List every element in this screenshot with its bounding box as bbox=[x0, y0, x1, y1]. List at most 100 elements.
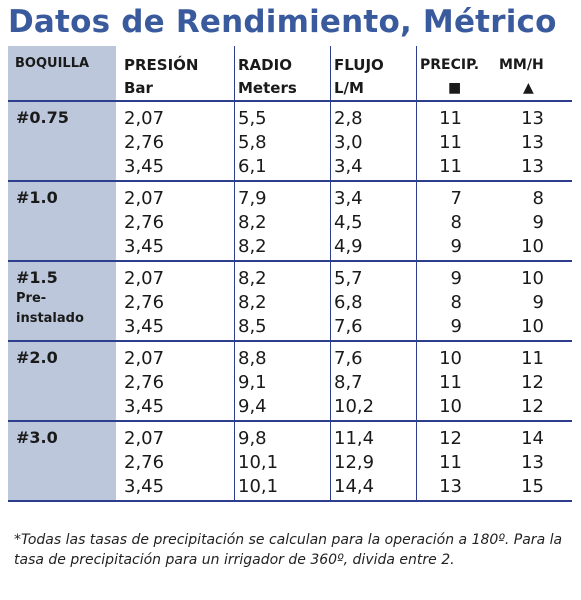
flujo-value: 14,4 bbox=[334, 476, 375, 497]
precip-triangle-value: 12 bbox=[521, 396, 544, 417]
presion-value: 2,07 bbox=[124, 268, 165, 289]
radio-value: 8,2 bbox=[238, 292, 267, 313]
footnote: *Todas las tasas de precipitación se cal… bbox=[14, 532, 563, 568]
header-radio-unit: Meters bbox=[238, 79, 297, 97]
precip-triangle-value: 9 bbox=[532, 212, 544, 233]
precip-square-value: 11 bbox=[439, 156, 462, 177]
column-divider bbox=[234, 182, 235, 260]
column-divider bbox=[416, 262, 417, 340]
presion-value: 2,76 bbox=[124, 372, 165, 393]
nozzle-size: #1.0 bbox=[16, 188, 58, 207]
nozzle-cell: #3.0 bbox=[8, 422, 116, 500]
column-divider bbox=[416, 46, 417, 100]
presion-value: 2,76 bbox=[124, 212, 165, 233]
precip-square-value: 10 bbox=[439, 348, 462, 369]
performance-table: BOQUILLA PRESIÓN Bar RADIO Meters FLUJO … bbox=[8, 46, 572, 502]
nozzle-group: #1.0 2,07 7,9 3,4 7 8 2,76 8,2 4,5 8 9 3… bbox=[8, 182, 572, 262]
precip-square-value: 9 bbox=[450, 316, 462, 337]
precip-square-value: 11 bbox=[439, 132, 462, 153]
precip-triangle-value: 10 bbox=[521, 236, 544, 257]
flujo-value: 5,7 bbox=[334, 268, 363, 289]
radio-value: 8,8 bbox=[238, 348, 267, 369]
precip-triangle-value: 11 bbox=[521, 348, 544, 369]
presion-value: 3,45 bbox=[124, 236, 165, 257]
header-precip: PRECIP. ■ bbox=[420, 46, 494, 100]
radio-value: 9,8 bbox=[238, 428, 267, 449]
header-flujo-label: FLUJO bbox=[334, 56, 384, 74]
nozzle-cell: #2.0 bbox=[8, 342, 116, 420]
presion-value: 2,07 bbox=[124, 108, 165, 129]
nozzle-group: #2.0 2,07 8,8 7,6 10 11 2,76 9,1 8,7 11 … bbox=[8, 342, 572, 422]
triangle-spacing-icon: ▲ bbox=[523, 80, 534, 96]
presion-value: 3,45 bbox=[124, 316, 165, 337]
nozzle-size: #1.5 bbox=[16, 268, 58, 287]
column-divider bbox=[330, 182, 331, 260]
radio-value: 10,1 bbox=[238, 476, 279, 497]
nozzle-cell: #1.5 Pre- instalado bbox=[8, 262, 116, 340]
header-boquilla: BOQUILLA bbox=[8, 46, 116, 100]
precip-triangle-value: 9 bbox=[532, 292, 544, 313]
nozzle-size: #2.0 bbox=[16, 348, 58, 367]
presion-value: 2,76 bbox=[124, 452, 165, 473]
header-flujo: FLUJO L/M bbox=[334, 46, 384, 100]
flujo-value: 7,6 bbox=[334, 348, 363, 369]
nozzle-group: #1.5 Pre- instalado 2,07 8,2 5,7 9 10 2,… bbox=[8, 262, 572, 342]
column-divider bbox=[416, 182, 417, 260]
nozzle-size: #0.75 bbox=[16, 108, 69, 127]
flujo-value: 8,7 bbox=[334, 372, 363, 393]
precip-triangle-value: 13 bbox=[521, 156, 544, 177]
radio-value: 8,2 bbox=[238, 212, 267, 233]
precip-square-value: 11 bbox=[439, 108, 462, 129]
header-presion: PRESIÓN Bar bbox=[124, 46, 198, 100]
column-divider bbox=[416, 422, 417, 500]
precip-square-value: 11 bbox=[439, 452, 462, 473]
precip-square-value: 12 bbox=[439, 428, 462, 449]
flujo-value: 11,4 bbox=[334, 428, 375, 449]
presion-value: 2,76 bbox=[124, 292, 165, 313]
radio-value: 9,1 bbox=[238, 372, 267, 393]
nozzle-size: #3.0 bbox=[16, 428, 58, 447]
precip-square-value: 10 bbox=[439, 396, 462, 417]
precip-square-value: 11 bbox=[439, 372, 462, 393]
nozzle-cell: #0.75 bbox=[8, 102, 116, 180]
header-presion-label: PRESIÓN bbox=[124, 56, 199, 74]
header-flujo-unit: L/M bbox=[334, 79, 364, 97]
precip-square-value: 8 bbox=[450, 292, 462, 313]
nozzle-group: #0.75 2,07 5,5 2,8 11 13 2,76 5,8 3,0 11… bbox=[8, 102, 572, 182]
radio-value: 5,8 bbox=[238, 132, 267, 153]
precip-triangle-value: 8 bbox=[532, 188, 544, 209]
table-header: BOQUILLA PRESIÓN Bar RADIO Meters FLUJO … bbox=[8, 46, 572, 102]
nozzle-group: #3.0 2,07 9,8 11,4 12 14 2,76 10,1 12,9 … bbox=[8, 422, 572, 502]
column-divider bbox=[234, 422, 235, 500]
header-mmh: MM/H ▲ bbox=[499, 46, 559, 100]
presion-value: 2,07 bbox=[124, 348, 165, 369]
precip-triangle-value: 10 bbox=[521, 268, 544, 289]
precip-square-value: 9 bbox=[450, 236, 462, 257]
precip-triangle-value: 13 bbox=[521, 108, 544, 129]
column-divider bbox=[330, 262, 331, 340]
flujo-value: 4,9 bbox=[334, 236, 363, 257]
precip-triangle-value: 13 bbox=[521, 132, 544, 153]
precip-square-value: 13 bbox=[439, 476, 462, 497]
precip-square-value: 8 bbox=[450, 212, 462, 233]
nozzle-note: Pre- instalado bbox=[16, 291, 84, 326]
header-radio: RADIO Meters bbox=[238, 46, 297, 100]
flujo-value: 4,5 bbox=[334, 212, 363, 233]
column-divider bbox=[330, 46, 331, 100]
flujo-value: 12,9 bbox=[334, 452, 375, 473]
precip-triangle-value: 14 bbox=[521, 428, 544, 449]
flujo-value: 3,4 bbox=[334, 156, 363, 177]
square-spacing-icon: ■ bbox=[448, 80, 462, 96]
column-divider bbox=[234, 262, 235, 340]
radio-value: 10,1 bbox=[238, 452, 279, 473]
radio-value: 6,1 bbox=[238, 156, 267, 177]
radio-value: 5,5 bbox=[238, 108, 267, 129]
flujo-value: 10,2 bbox=[334, 396, 375, 417]
column-divider bbox=[330, 342, 331, 420]
presion-value: 3,45 bbox=[124, 476, 165, 497]
precip-triangle-value: 10 bbox=[521, 316, 544, 337]
header-precip-label: PRECIP. bbox=[420, 57, 480, 73]
page-title: Datos de Rendimiento, Métrico bbox=[8, 4, 557, 40]
column-divider bbox=[234, 102, 235, 180]
precip-square-value: 7 bbox=[450, 188, 462, 209]
